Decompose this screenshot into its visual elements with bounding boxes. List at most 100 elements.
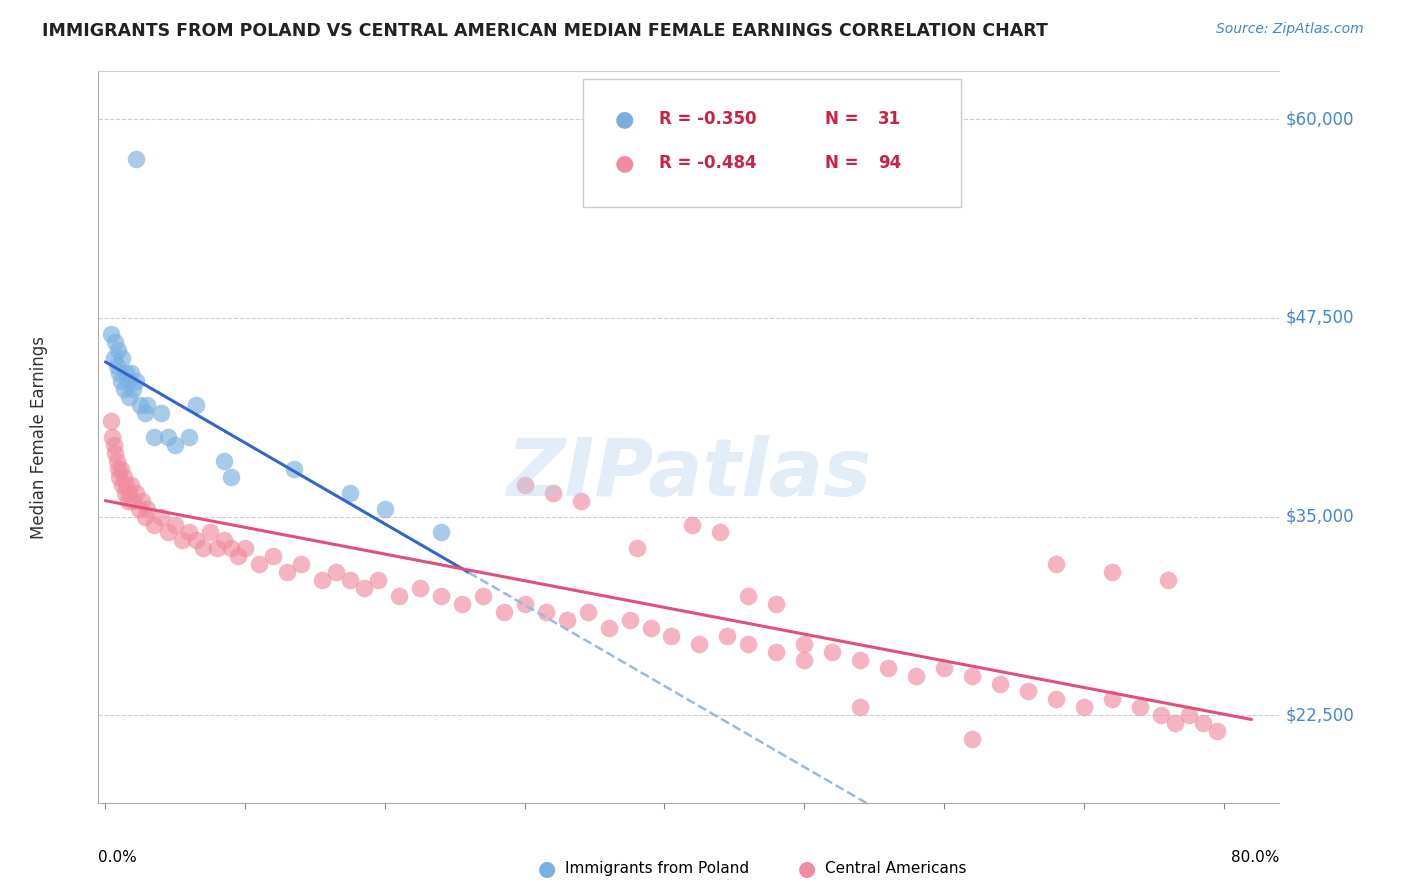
Point: [125, 485, 148, 500]
Point: [212, 533, 235, 548]
Point: [110, 462, 132, 476]
Point: [960, 668, 983, 682]
Text: ●: ●: [614, 153, 634, 173]
Point: [212, 454, 235, 468]
Point: [534, 605, 557, 619]
Point: [111, 477, 134, 491]
Point: [157, 430, 180, 444]
Point: [905, 668, 928, 682]
Point: [849, 653, 872, 667]
Text: $60,000: $60,000: [1285, 110, 1354, 128]
Text: 80.0%: 80.0%: [1232, 850, 1279, 865]
Point: [125, 152, 148, 166]
Point: [1045, 558, 1067, 572]
Point: [541, 485, 564, 500]
Point: [576, 605, 599, 619]
Point: [122, 383, 145, 397]
Point: [513, 477, 536, 491]
Point: [120, 367, 142, 381]
Point: [129, 398, 152, 412]
Point: [122, 493, 145, 508]
Text: ●: ●: [614, 109, 634, 129]
Text: N =: N =: [825, 110, 865, 128]
Point: [226, 549, 249, 564]
Point: [569, 493, 592, 508]
Point: [388, 589, 411, 603]
Text: 31: 31: [877, 110, 901, 128]
Point: [932, 660, 955, 674]
Point: [409, 581, 432, 595]
Point: [179, 430, 201, 444]
Point: [513, 597, 536, 611]
Point: [276, 566, 298, 580]
Point: [626, 541, 648, 556]
Text: 94: 94: [877, 153, 901, 172]
Point: [793, 637, 815, 651]
Point: [471, 589, 494, 603]
Point: [186, 398, 208, 412]
Point: [247, 558, 270, 572]
Point: [1177, 708, 1199, 723]
Point: [492, 605, 515, 619]
Point: [205, 541, 228, 556]
Point: [110, 375, 132, 389]
Point: [849, 700, 872, 714]
Point: [1156, 573, 1178, 587]
Point: [367, 573, 389, 587]
Point: [103, 438, 125, 452]
Text: IMMIGRANTS FROM POLAND VS CENTRAL AMERICAN MEDIAN FEMALE EARNINGS CORRELATION CH: IMMIGRANTS FROM POLAND VS CENTRAL AMERIC…: [42, 22, 1047, 40]
Point: [118, 485, 141, 500]
Text: $47,500: $47,500: [1285, 309, 1354, 326]
Point: [219, 470, 242, 484]
Point: [1101, 566, 1123, 580]
Point: [555, 613, 578, 627]
Point: [737, 637, 759, 651]
Point: [1073, 700, 1095, 714]
Point: [661, 629, 683, 643]
Point: [115, 477, 138, 491]
Point: [172, 533, 194, 548]
Point: [1017, 684, 1039, 698]
Point: [290, 558, 312, 572]
Point: [101, 430, 124, 444]
Point: [1129, 700, 1152, 714]
Point: [193, 541, 215, 556]
Point: [125, 375, 148, 389]
Point: [111, 351, 134, 365]
Point: [131, 493, 153, 508]
Point: [219, 541, 242, 556]
Point: [105, 454, 128, 468]
Point: [112, 470, 135, 484]
Text: R = -0.350: R = -0.350: [659, 110, 756, 128]
Point: [960, 732, 983, 747]
Point: [430, 589, 453, 603]
Text: Source: ZipAtlas.com: Source: ZipAtlas.com: [1216, 22, 1364, 37]
Point: [339, 485, 361, 500]
Point: [150, 509, 173, 524]
Point: [598, 621, 620, 635]
Text: $35,000: $35,000: [1285, 508, 1354, 525]
Point: [143, 430, 166, 444]
Point: [765, 645, 787, 659]
Point: [311, 573, 333, 587]
Text: Immigrants from Poland: Immigrants from Poland: [565, 861, 749, 876]
Point: [1205, 724, 1227, 739]
Point: [353, 581, 375, 595]
Point: [134, 406, 156, 420]
Point: [120, 477, 142, 491]
Point: [107, 462, 129, 476]
Point: [115, 367, 138, 381]
Point: [200, 525, 222, 540]
Point: [108, 367, 131, 381]
Point: [1191, 716, 1213, 731]
Point: [114, 485, 136, 500]
FancyBboxPatch shape: [582, 78, 960, 207]
Point: [681, 517, 703, 532]
Point: [165, 517, 187, 532]
Point: [339, 573, 361, 587]
Point: [737, 589, 759, 603]
Point: [283, 462, 305, 476]
Point: [988, 676, 1011, 690]
Point: [716, 629, 738, 643]
Point: [1163, 716, 1185, 731]
